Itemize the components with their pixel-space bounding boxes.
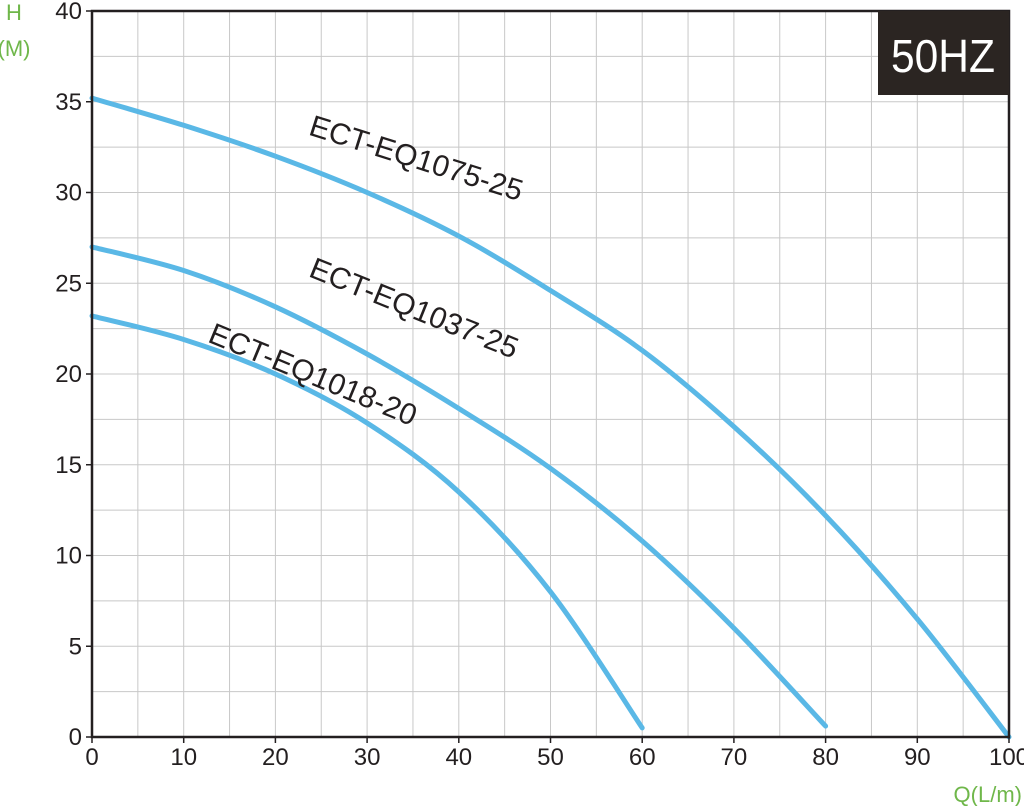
- x-tick-label: 100: [989, 744, 1024, 771]
- y-tick-label: 35: [55, 89, 82, 116]
- x-tick-label: 0: [85, 744, 98, 771]
- y-tick-label: 15: [55, 452, 82, 479]
- x-axis-title: Q(L/m): [954, 782, 1022, 806]
- series-label-3: ECT-EQ1018-20: [204, 317, 422, 432]
- y-axis: 0 5 10 15 20 25 30 35 40: [55, 0, 92, 751]
- curves: [89, 95, 1012, 740]
- series-label-1: ECT-EQ1075-25: [305, 110, 526, 208]
- y-tick-label: 25: [55, 270, 82, 297]
- x-tick-label: 50: [537, 744, 564, 771]
- x-tick-label: 60: [629, 744, 656, 771]
- series-curve-1: [89, 95, 1012, 740]
- series-label-2: ECT-EQ1037-25: [305, 252, 523, 366]
- y-tick-label: 10: [55, 543, 82, 570]
- y-tick-label: 5: [69, 633, 82, 660]
- badge-text: 50HZ: [891, 30, 995, 82]
- badge-background: [878, 11, 1009, 95]
- y-tick-label: 30: [55, 180, 82, 207]
- y-tick-label: 40: [55, 0, 82, 25]
- y-axis-title-line2: (M): [0, 36, 30, 61]
- series-curve-2: [89, 244, 829, 729]
- x-tick-label: 20: [262, 744, 289, 771]
- y-tick-label: 20: [55, 361, 82, 388]
- y-tick-label: 0: [69, 724, 82, 751]
- x-tick-label: 90: [904, 744, 931, 771]
- x-tick-label: 40: [445, 744, 472, 771]
- grid: [92, 11, 1009, 737]
- y-axis-title-line1: H: [6, 0, 22, 25]
- x-tick-label: 70: [721, 744, 748, 771]
- x-tick-label: 10: [170, 744, 197, 771]
- x-tick-label: 80: [812, 744, 839, 771]
- series-curve-3: [89, 313, 645, 731]
- badge: 50HZ: [878, 11, 1009, 95]
- x-tick-label: 30: [354, 744, 381, 771]
- x-axis: 0 10 20 30 40 50 60 70 80 90 100: [85, 737, 1024, 771]
